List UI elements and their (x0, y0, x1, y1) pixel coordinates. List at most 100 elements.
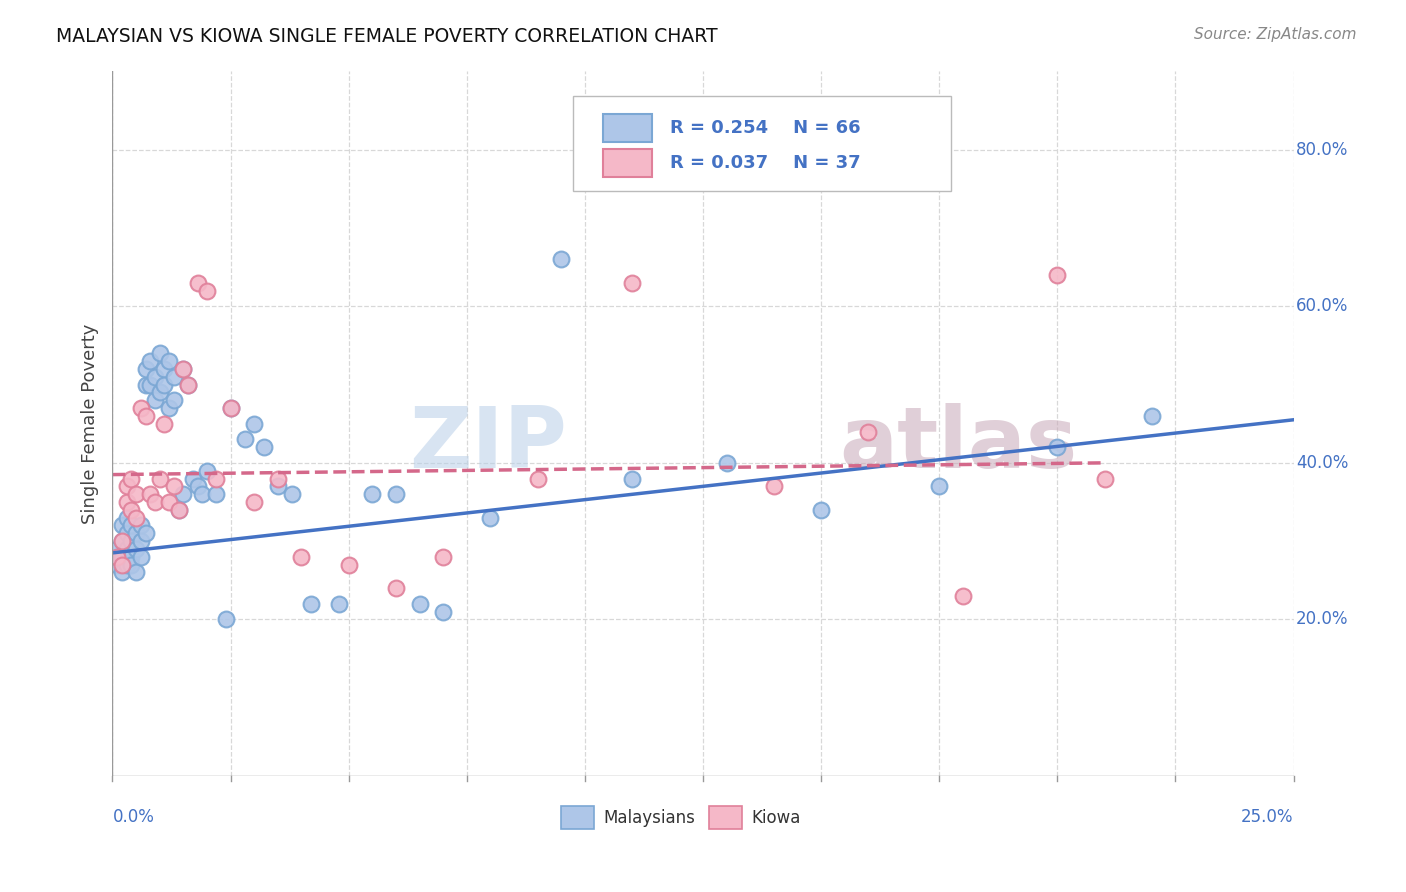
Point (215, 612, 238, 626)
Point (139, 487, 162, 501)
Point (129, 401, 152, 415)
Point (120, 503, 142, 517)
Point (153, 362, 176, 376)
Point (111, 549, 134, 564)
Point (163, 393, 186, 408)
Point (129, 534, 152, 549)
Point (125, 510, 148, 524)
Text: 0.0%: 0.0% (112, 808, 155, 826)
Point (115, 479, 138, 493)
Point (157, 401, 180, 415)
Point (810, 503, 832, 517)
Text: Source: ZipAtlas.com: Source: ZipAtlas.com (1194, 27, 1357, 42)
Point (163, 479, 186, 493)
Point (111, 534, 134, 549)
Text: R = 0.037    N = 37: R = 0.037 N = 37 (669, 154, 860, 172)
Point (952, 589, 974, 603)
Point (1094, 471, 1116, 485)
Text: 60.0%: 60.0% (1296, 297, 1348, 315)
Point (111, 566, 134, 580)
Point (115, 526, 138, 541)
Point (143, 393, 166, 408)
Point (125, 541, 148, 556)
Text: 80.0%: 80.0% (1296, 141, 1348, 159)
Point (191, 487, 214, 501)
Text: Kiowa: Kiowa (751, 809, 801, 827)
Point (267, 471, 290, 485)
Point (219, 401, 242, 415)
Point (105, 549, 128, 564)
Point (177, 377, 200, 392)
Text: 25.0%: 25.0% (1241, 808, 1294, 826)
Point (135, 377, 157, 392)
Text: Malaysians: Malaysians (603, 809, 696, 827)
Point (281, 487, 304, 501)
Point (408, 597, 430, 611)
Y-axis label: Single Female Poverty: Single Female Poverty (80, 324, 98, 524)
Point (139, 377, 162, 392)
Point (1046, 440, 1069, 454)
Point (290, 549, 312, 564)
Point (153, 417, 176, 431)
Point (115, 558, 138, 572)
Point (149, 385, 172, 400)
Point (716, 456, 738, 470)
Point (120, 549, 142, 564)
Point (928, 479, 950, 493)
Point (337, 558, 360, 572)
Point (139, 354, 162, 368)
Text: 40.0%: 40.0% (1296, 454, 1348, 472)
Point (105, 541, 128, 556)
Point (177, 377, 200, 392)
Bar (561, 806, 595, 829)
Point (195, 464, 218, 478)
Bar (709, 806, 742, 829)
Point (762, 479, 785, 493)
Point (172, 362, 194, 376)
Point (125, 566, 148, 580)
Point (233, 433, 256, 447)
Point (125, 487, 148, 501)
Point (385, 487, 408, 501)
Point (105, 558, 128, 572)
Point (181, 471, 204, 485)
Bar (603, 113, 652, 142)
Bar (603, 149, 652, 177)
Point (105, 549, 128, 564)
Point (299, 597, 322, 611)
Point (621, 471, 644, 485)
Point (163, 369, 186, 384)
Point (120, 518, 142, 533)
Point (205, 471, 228, 485)
Point (120, 534, 142, 549)
Point (135, 362, 157, 376)
Point (858, 425, 880, 439)
Point (111, 558, 134, 572)
Point (143, 369, 166, 384)
Point (219, 401, 242, 415)
Point (120, 471, 142, 485)
Point (328, 597, 350, 611)
Point (172, 362, 194, 376)
Point (550, 252, 572, 267)
Point (526, 471, 548, 485)
Point (115, 541, 138, 556)
Text: ZIP: ZIP (409, 403, 567, 486)
Point (186, 479, 208, 493)
Point (621, 276, 644, 290)
Point (157, 495, 180, 509)
Point (115, 495, 138, 509)
Point (432, 605, 454, 619)
Text: atlas: atlas (839, 403, 1077, 486)
Point (432, 549, 454, 564)
Point (167, 503, 190, 517)
FancyBboxPatch shape (574, 96, 950, 191)
Point (172, 487, 194, 501)
Point (135, 526, 157, 541)
Point (153, 377, 176, 392)
Point (205, 487, 228, 501)
Point (253, 440, 276, 454)
Point (149, 346, 172, 360)
Text: MALAYSIAN VS KIOWA SINGLE FEMALE POVERTY CORRELATION CHART: MALAYSIAN VS KIOWA SINGLE FEMALE POVERTY… (56, 27, 718, 45)
Point (129, 549, 152, 564)
